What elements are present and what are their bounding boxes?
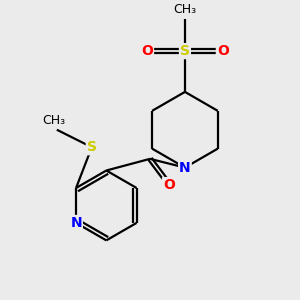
Text: O: O — [217, 44, 229, 58]
Text: O: O — [163, 178, 175, 192]
Text: N: N — [70, 216, 82, 230]
Text: N: N — [179, 160, 191, 175]
Text: CH₃: CH₃ — [42, 114, 65, 127]
Text: CH₃: CH₃ — [173, 3, 196, 16]
Text: O: O — [141, 44, 153, 58]
Text: S: S — [87, 140, 97, 154]
Text: S: S — [180, 44, 190, 58]
